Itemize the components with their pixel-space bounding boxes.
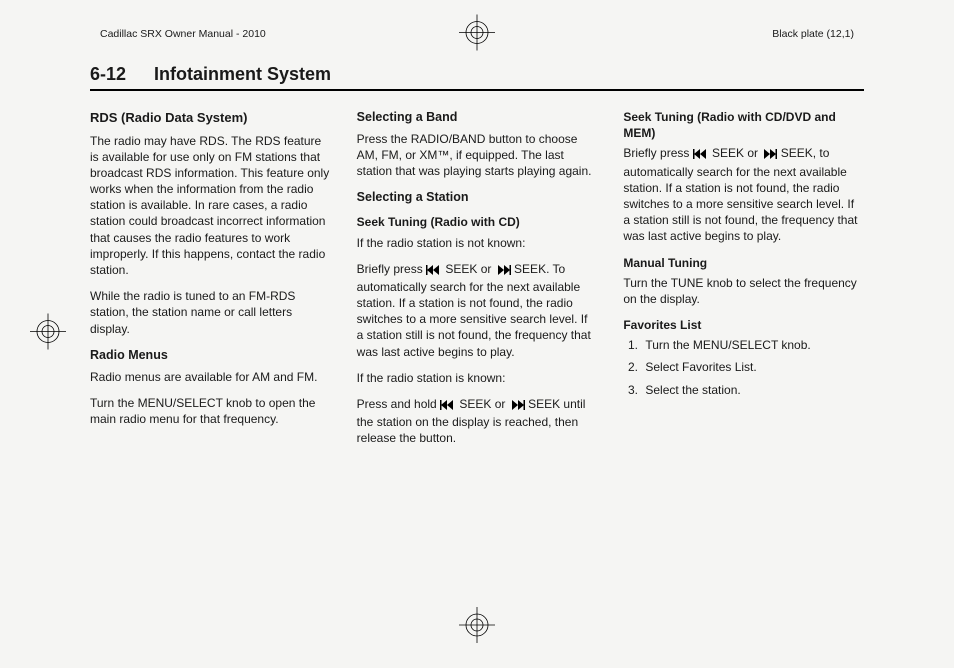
heading-favorites-list: Favorites List (623, 317, 864, 333)
para-menus-2: Turn the MENU/SELECT knob to open the ma… (90, 395, 331, 427)
seek-next-icon (761, 147, 777, 163)
para-band: Press the RADIO/BAND button to choose AM… (357, 131, 598, 180)
favorites-steps: Turn the MENU/SELECT knob. Select Favori… (623, 337, 864, 398)
heading-rds: RDS (Radio Data System) (90, 109, 331, 127)
text-fragment: Briefly press (357, 262, 426, 276)
heading-seek-cd: Seek Tuning (Radio with CD) (357, 214, 598, 230)
text-fragment: SEEK. To automatically search for the ne… (357, 262, 591, 359)
para-rds-2: While the radio is tuned to an FM-RDS st… (90, 288, 331, 337)
crop-mark-top (459, 15, 495, 54)
text-fragment: Briefly press (623, 146, 692, 160)
para-seek-known: Press and hold SEEK or SEEK until the st… (357, 396, 598, 447)
seek-prev-icon (440, 398, 456, 414)
para-manual-tuning: Turn the TUNE knob to select the frequen… (623, 275, 864, 307)
page-heading: 6-12 Infotainment System (90, 64, 864, 91)
column-1: RDS (Radio Data System) The radio may ha… (90, 109, 331, 457)
print-header: Cadillac SRX Owner Manual - 2010 Black p… (0, 28, 954, 40)
heading-radio-menus: Radio Menus (90, 347, 331, 364)
column-2: Selecting a Band Press the RADIO/BAND bu… (357, 109, 598, 457)
heading-seek-mem: Seek Tuning (Radio with CD/DVD and MEM) (623, 109, 864, 141)
para-station-unknown: If the radio station is not known: (357, 235, 598, 251)
manual-title: Cadillac SRX Owner Manual - 2010 (100, 28, 266, 40)
para-seek-unknown: Briefly press SEEK or SEEK. To automatic… (357, 261, 598, 360)
seek-next-icon (509, 398, 525, 414)
text-fragment: SEEK, to automatically search for the ne… (623, 146, 857, 243)
crop-mark-bottom (459, 607, 495, 648)
plate-label: Black plate (12,1) (772, 28, 854, 40)
list-item: Select the station. (641, 382, 864, 398)
text-fragment: SEEK or (709, 146, 762, 160)
text-fragment: SEEK or (442, 262, 495, 276)
body-columns: RDS (Radio Data System) The radio may ha… (90, 109, 864, 457)
list-item: Turn the MENU/SELECT knob. (641, 337, 864, 353)
chapter-title: Infotainment System (154, 64, 331, 85)
seek-prev-icon (693, 147, 709, 163)
page-frame: 6-12 Infotainment System RDS (Radio Data… (90, 64, 864, 608)
crop-mark-left (30, 314, 66, 355)
heading-select-station: Selecting a Station (357, 189, 598, 206)
seek-prev-icon (426, 263, 442, 279)
para-menus-1: Radio menus are available for AM and FM. (90, 369, 331, 385)
para-rds-1: The radio may have RDS. The RDS feature … (90, 133, 331, 279)
para-station-known: If the radio station is known: (357, 370, 598, 386)
list-item: Select Favorites List. (641, 359, 864, 375)
heading-manual-tuning: Manual Tuning (623, 255, 864, 271)
text-fragment: SEEK or (456, 397, 509, 411)
column-3: Seek Tuning (Radio with CD/DVD and MEM) … (623, 109, 864, 457)
text-fragment: Press and hold (357, 397, 440, 411)
para-seek-mem: Briefly press SEEK or SEEK, to automatic… (623, 145, 864, 244)
page-number: 6-12 (90, 64, 126, 85)
seek-next-icon (495, 263, 511, 279)
heading-select-band: Selecting a Band (357, 109, 598, 126)
